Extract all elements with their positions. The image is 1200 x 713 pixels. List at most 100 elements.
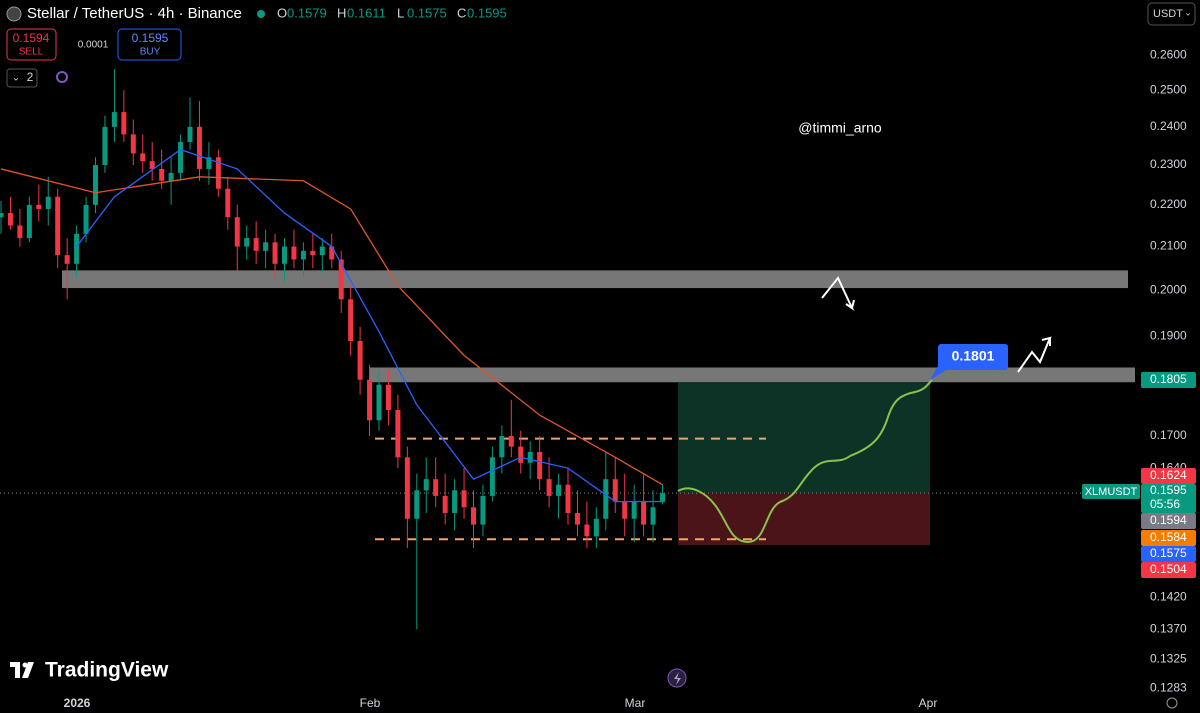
target-pointer (930, 366, 946, 380)
price-tick-label: 0.2200 (1150, 197, 1187, 211)
last-badge (1141, 484, 1196, 513)
candle-body (461, 490, 467, 508)
candle-body (55, 196, 61, 256)
candle-body (385, 384, 391, 410)
candle-body (631, 501, 637, 519)
replay-bolt (674, 672, 681, 685)
candle-body (206, 157, 212, 169)
candle-body (310, 250, 316, 256)
price-tick-label: 0.1420 (1150, 589, 1187, 603)
candle-body (263, 242, 269, 251)
candle-body (7, 213, 13, 226)
candle-body (111, 112, 117, 127)
candle-body (64, 255, 70, 264)
price-badge-text: 0.1504 (1150, 562, 1187, 576)
arrow-down (821, 276, 855, 311)
buy-button[interactable] (117, 28, 182, 61)
arrow-up (1017, 336, 1052, 373)
zone (62, 270, 1128, 289)
candle-body (641, 501, 647, 525)
candle-body (376, 384, 382, 421)
candle-body (196, 126, 202, 169)
candle-body (225, 188, 231, 218)
symbol-badge (1082, 484, 1140, 499)
price-tick-label: 0.2100 (1150, 239, 1187, 253)
candle-body (215, 157, 221, 189)
indicator-toggle[interactable] (6, 68, 38, 88)
price-badge (1141, 562, 1196, 578)
price-badge-text: 0.1805 (1150, 372, 1187, 386)
currency-button[interactable] (1147, 2, 1196, 26)
price-tick-label: 0.2600 (1150, 47, 1187, 61)
price-badge-text: 0.1575 (1150, 546, 1187, 560)
candle-body (234, 217, 240, 247)
countdown: 05:56 (1150, 497, 1180, 511)
ohlc-value: 0.1579 (287, 5, 327, 20)
price-axis: 0.2600 0.2500 0.2400 0.2300 0.2200 0.2100 0.20… (64, 47, 1196, 710)
brand-logo (10, 662, 34, 678)
time-label: Mar (625, 696, 646, 710)
price-tick-label: 0.1370 (1150, 622, 1187, 636)
price-tick-label: 0.2400 (1150, 119, 1187, 133)
moving-average (0, 168, 663, 486)
price-badge-text: 0.1624 (1150, 468, 1187, 482)
price-badge (1141, 546, 1196, 562)
candle-body (0, 213, 4, 218)
price-tick-label: 0.1325 (1150, 652, 1187, 666)
candle-body (244, 238, 250, 247)
candle-body (414, 490, 420, 519)
candle-body (546, 479, 552, 496)
brand: TradingView (45, 659, 169, 682)
candle-body (36, 204, 42, 209)
time-label: Apr (919, 696, 938, 710)
candle-body (404, 457, 410, 519)
settings-icon[interactable] (1166, 697, 1178, 709)
ohlc: O 0.1579 H 0.1611 L 0.1575 C 0.1595 (277, 5, 507, 20)
candle-body (93, 165, 98, 205)
candle-body (603, 479, 609, 519)
time-label: Feb (360, 696, 381, 710)
price-badge (1141, 372, 1196, 388)
moving-average (76, 148, 663, 503)
ohlc-value: 0.1611 (347, 5, 386, 20)
candle-body (480, 495, 486, 525)
candle-body (253, 238, 259, 251)
candle-body (499, 435, 505, 458)
price-tick-label: 0.1700 (1150, 428, 1187, 442)
projection-curve (677, 379, 933, 544)
ohlc-key: O (277, 5, 287, 20)
candle-body (74, 233, 80, 264)
candle-body (26, 204, 32, 239)
candle-body (291, 246, 297, 260)
candle-body (121, 112, 127, 135)
candle-body (178, 141, 184, 173)
chevron: ⌄ (12, 73, 20, 84)
sync-icon[interactable] (56, 71, 68, 83)
candle-body (300, 250, 306, 260)
candle-body (622, 501, 628, 519)
candle-body (102, 126, 108, 166)
sell-button[interactable] (6, 28, 57, 61)
candle-body (508, 435, 514, 447)
spread: 0.0001 (78, 40, 109, 51)
candle-body (518, 446, 524, 463)
candle-body (45, 196, 51, 209)
candle-body (329, 246, 335, 260)
candle-body (187, 126, 193, 142)
candle-body (130, 134, 136, 154)
buy-price: 0.1595 (132, 31, 169, 45)
candle-body (83, 204, 89, 234)
market-status (257, 10, 265, 18)
candle-body (272, 242, 278, 264)
candle-body (612, 479, 618, 502)
candle-body (140, 153, 146, 162)
price-badge (1141, 530, 1196, 546)
price-tick-label: 0.2000 (1150, 282, 1187, 296)
candle-body (650, 507, 656, 525)
candle-body (660, 493, 665, 503)
time-label: 2026 (64, 696, 91, 710)
candle-body (395, 409, 401, 458)
candle-body (442, 495, 448, 513)
